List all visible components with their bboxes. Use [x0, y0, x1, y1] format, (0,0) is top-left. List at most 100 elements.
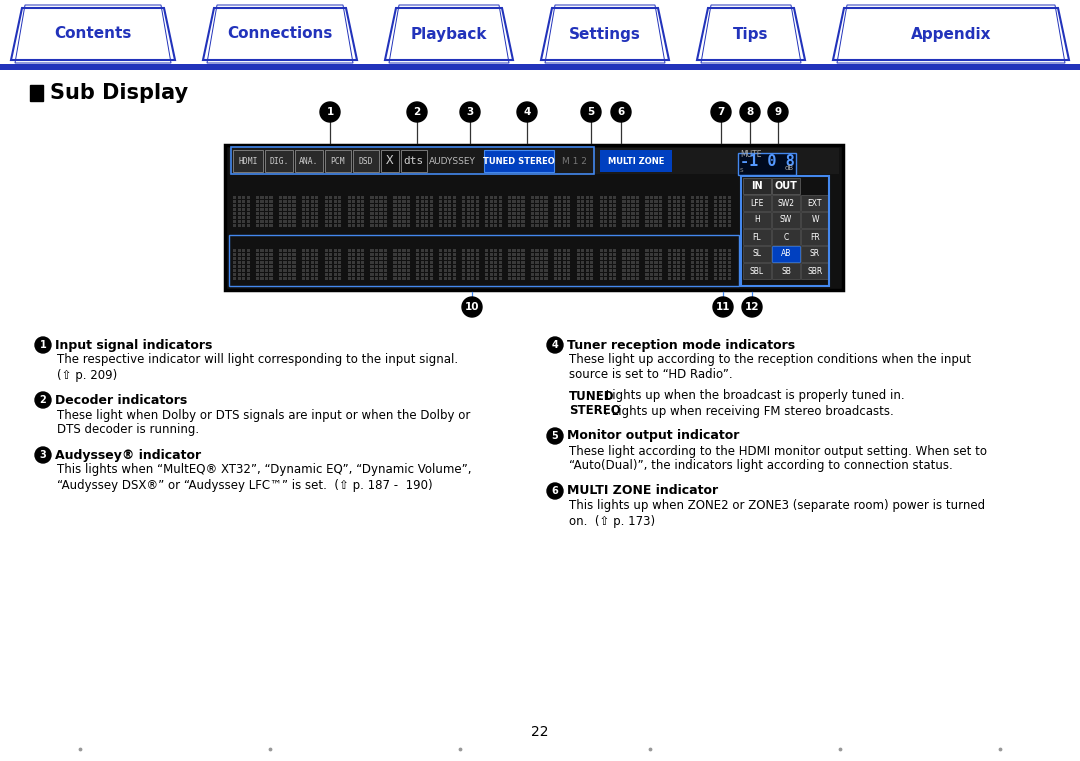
Bar — [229, 148, 839, 174]
Bar — [379, 220, 382, 223]
Bar — [659, 273, 662, 276]
Bar — [508, 216, 511, 219]
Bar — [536, 220, 539, 223]
Bar — [471, 200, 474, 203]
Bar — [379, 196, 382, 199]
Bar — [260, 277, 264, 280]
Polygon shape — [833, 8, 1069, 60]
Bar — [517, 204, 521, 207]
Bar — [384, 196, 387, 199]
Bar — [563, 277, 566, 280]
Bar — [370, 196, 374, 199]
Bar — [421, 200, 424, 203]
Bar — [650, 224, 653, 227]
Bar — [696, 216, 699, 219]
Bar — [696, 220, 699, 223]
Bar — [393, 273, 396, 276]
Bar — [269, 196, 272, 199]
Bar — [714, 277, 717, 280]
Bar — [622, 200, 625, 203]
Bar — [334, 212, 337, 215]
Bar — [646, 265, 649, 268]
Bar — [691, 249, 694, 252]
Bar — [307, 253, 310, 256]
Text: 4: 4 — [524, 107, 530, 117]
Bar — [489, 249, 492, 252]
Bar — [494, 273, 497, 276]
Bar — [361, 269, 364, 272]
Bar — [279, 273, 282, 276]
Bar — [338, 257, 341, 260]
Bar — [421, 216, 424, 219]
Bar — [287, 265, 291, 268]
Bar — [238, 212, 241, 215]
Bar — [260, 200, 264, 203]
Bar — [512, 196, 515, 199]
Bar — [329, 273, 333, 276]
Bar — [475, 277, 478, 280]
Polygon shape — [203, 8, 357, 60]
Bar — [700, 200, 703, 203]
Bar — [636, 220, 639, 223]
Bar — [397, 204, 401, 207]
Bar — [453, 212, 456, 215]
Bar — [512, 269, 515, 272]
Bar — [467, 200, 470, 203]
Bar — [673, 212, 676, 215]
Bar — [517, 277, 521, 280]
Text: IN: IN — [752, 181, 762, 191]
Bar — [453, 208, 456, 211]
Bar — [604, 204, 607, 207]
Text: 6: 6 — [618, 107, 624, 117]
Bar — [352, 257, 355, 260]
Bar — [279, 269, 282, 272]
Bar — [283, 261, 286, 264]
Bar — [407, 200, 410, 203]
Bar — [558, 261, 562, 264]
Bar — [517, 261, 521, 264]
Bar — [590, 208, 593, 211]
Bar — [397, 208, 401, 211]
Bar — [338, 204, 341, 207]
Bar — [444, 261, 447, 264]
Circle shape — [35, 447, 51, 463]
Bar — [393, 204, 396, 207]
Bar — [238, 257, 241, 260]
Bar — [530, 200, 534, 203]
Bar — [283, 212, 286, 215]
Bar — [801, 229, 829, 245]
Bar — [494, 200, 497, 203]
Text: TUNED STEREO: TUNED STEREO — [483, 157, 555, 165]
Bar — [393, 196, 396, 199]
Text: DIG.: DIG. — [269, 157, 288, 165]
Bar — [632, 277, 635, 280]
Bar — [704, 269, 707, 272]
Bar — [453, 265, 456, 268]
Bar — [356, 220, 360, 223]
Bar — [554, 269, 557, 272]
Bar — [508, 224, 511, 227]
Bar — [256, 253, 259, 256]
Bar — [636, 273, 639, 276]
Bar — [608, 204, 611, 207]
Bar — [444, 200, 447, 203]
Bar — [444, 196, 447, 199]
Bar — [613, 212, 617, 215]
Bar — [403, 265, 406, 268]
Bar — [448, 273, 451, 276]
Bar — [334, 261, 337, 264]
Bar — [301, 204, 305, 207]
Bar — [636, 257, 639, 260]
Text: on.  (⇧ p. 173): on. (⇧ p. 173) — [569, 514, 656, 527]
Bar — [242, 257, 245, 260]
Bar — [499, 273, 502, 276]
Bar — [522, 261, 525, 264]
Text: Tips: Tips — [733, 27, 769, 42]
Bar — [599, 196, 603, 199]
Bar — [567, 249, 570, 252]
Text: SBR: SBR — [808, 266, 823, 275]
Bar — [608, 265, 611, 268]
Bar — [379, 212, 382, 215]
Bar — [599, 216, 603, 219]
Bar — [393, 261, 396, 264]
